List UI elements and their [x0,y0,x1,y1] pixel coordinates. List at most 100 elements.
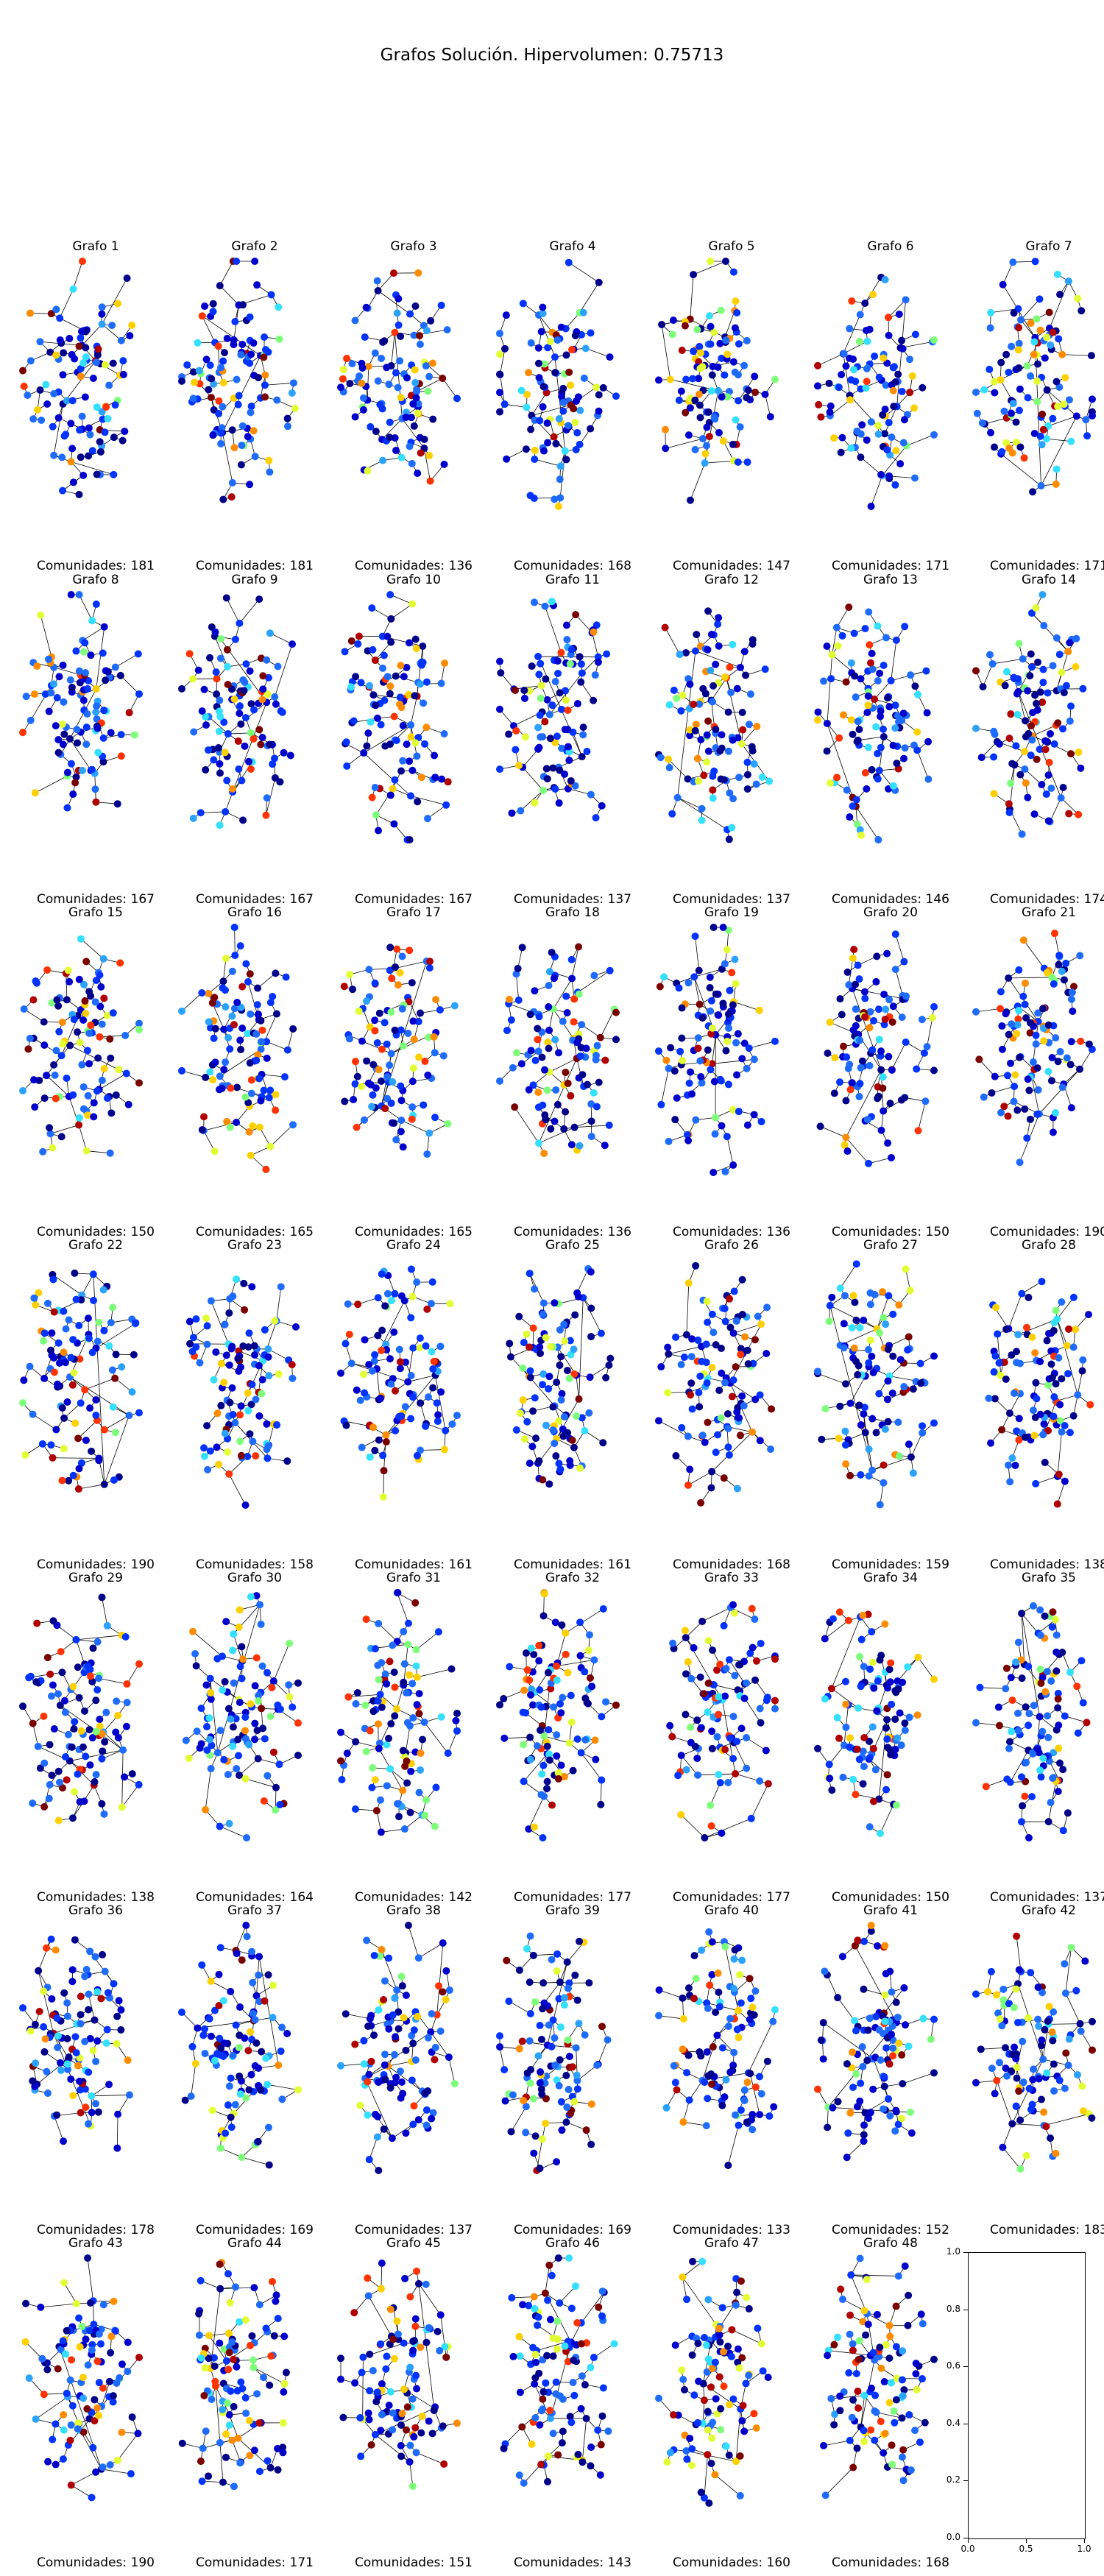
graph-node [415,1053,423,1061]
graph-node [414,1018,422,1026]
graph-node [862,384,870,392]
graph-node [861,299,869,307]
graph-node [836,1078,844,1086]
graph-node [358,359,366,367]
graph-node [892,447,900,455]
graph-node [889,741,897,749]
graph-node [535,743,543,751]
graph-node [93,470,101,478]
graph-node [101,428,109,436]
graph-node [40,1337,48,1345]
graph-node [247,765,255,773]
graph-node [972,667,980,675]
graph-nodes [19,258,136,498]
graph-node [381,1105,389,1113]
graph-node [703,758,711,766]
graph-node [216,1072,224,1080]
graph-node [93,702,101,710]
graph-node [37,611,45,619]
graph-edge [1041,416,1078,486]
graph-node [247,350,255,358]
graph-node [856,1036,864,1044]
graph-edge [983,663,993,687]
graph-edge [726,678,743,744]
graph-node [411,302,420,310]
graph-node [863,709,871,717]
graph-node [990,753,998,761]
graph-node [564,706,572,714]
graph-node [603,650,611,658]
graph-edge [96,1323,136,1349]
graph-node [761,665,769,673]
graph-node [107,729,115,737]
graph-node [596,1033,604,1041]
graph-node [54,1002,63,1010]
graph-node [108,322,116,330]
graph-node [425,1033,433,1041]
graph-node [399,1143,407,1151]
graph-node [289,1025,297,1033]
graph-nodes [972,591,1087,838]
network-drawing [972,591,1087,838]
graph-node [826,1019,834,1027]
graph-node [496,350,503,358]
graph-node [1043,969,1051,977]
graph-node [242,660,250,668]
graph-node [79,648,88,656]
graph-node [289,640,297,648]
graph-edge [568,262,599,283]
graph-node [1000,1103,1008,1111]
graph-node [238,776,246,785]
graph-edges [817,277,935,507]
graph-node [386,418,394,426]
graph-node [1032,1040,1040,1048]
graph-panel: Grafo 18 Comunidades: 136 [495,905,650,1239]
graph-node [686,680,694,688]
graph-node [858,1057,866,1065]
graph-node [1026,1019,1034,1027]
graph-node [423,815,431,823]
graph-edge [232,702,267,793]
graph-node [877,470,885,478]
graph-node [595,278,603,286]
graph-edge [846,1069,882,1138]
graph-node [910,404,919,412]
graph-node [406,639,414,647]
graph-edge [846,1137,869,1164]
graph-node [94,345,102,353]
graph-node [343,762,351,770]
graph-node [198,312,206,320]
graph-node [389,269,397,277]
graph-node [32,1301,40,1309]
graph-node [71,779,79,787]
graph-node [93,1087,101,1095]
graph-node [1042,790,1050,799]
graph-edge [102,324,122,342]
graph-edge [827,654,832,723]
graph-node [545,1026,553,1034]
graph-edge [895,934,905,962]
graph-node [254,984,262,992]
graph-node [690,973,698,981]
graph-node [1039,679,1047,687]
graph-node [857,831,866,839]
graph-node [694,1044,702,1052]
graph-edge [975,1008,1001,1013]
graph-node [1007,710,1015,718]
graph-node [881,1015,889,1023]
graph-node [83,684,91,693]
graph-node [226,1045,234,1053]
graph-node [51,1071,59,1079]
graph-node [863,785,871,793]
graph-node [986,651,994,659]
graph-node [714,620,722,629]
graph-node [375,1066,383,1074]
graph-node [712,990,720,998]
graph-node [396,969,404,977]
graph-node [114,300,122,308]
graph-edge [361,1041,392,1054]
graph-node [276,778,284,786]
graph-node [228,478,236,486]
graph-panel: Grafo 2 Comunidades: 181 [177,239,332,573]
graph-node [453,394,461,403]
